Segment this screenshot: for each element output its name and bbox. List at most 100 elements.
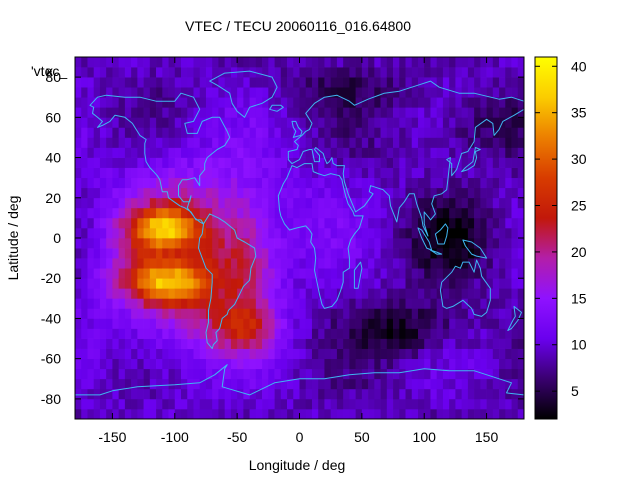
vtec-cell: [299, 117, 307, 128]
vtec-cell: [405, 217, 413, 229]
vtec-cell: [174, 177, 182, 189]
vtec-cell: [399, 288, 406, 299]
vtec-cell: [305, 127, 313, 138]
vtec-cell: [417, 308, 425, 319]
vtec-cell: [474, 147, 481, 158]
vtec-cell: [499, 398, 506, 410]
legend-entry-label: 'vtec_: [31, 63, 67, 79]
vtec-cell: [181, 328, 188, 339]
vtec-cell: [442, 328, 450, 339]
vtec-cell: [112, 348, 120, 360]
vtec-cell: [455, 238, 462, 249]
vtec-cell: [417, 258, 425, 269]
vtec-cell: [174, 338, 182, 349]
vtec-cell: [492, 97, 500, 108]
vtec-cell: [112, 378, 120, 390]
vtec-cell: [81, 57, 88, 68]
vtec-cell: [224, 328, 232, 339]
vtec-cell: [174, 137, 182, 148]
vtec-cell: [449, 97, 456, 108]
vtec-cell: [149, 127, 157, 138]
vtec-cell: [436, 67, 444, 78]
vtec-cell: [181, 187, 188, 199]
vtec-cell: [93, 87, 101, 98]
vtec-cell: [212, 378, 219, 390]
vtec-cell: [174, 408, 182, 420]
vtec-cell: [467, 127, 475, 138]
vtec-cell: [361, 348, 369, 360]
vtec-cell: [112, 278, 120, 289]
vtec-cell: [287, 298, 294, 309]
vtec-cell: [349, 207, 356, 219]
vtec-cell: [380, 338, 388, 349]
vtec-cell: [187, 348, 194, 360]
vtec-cell: [237, 107, 244, 118]
vtec-cell: [137, 238, 144, 249]
vtec-cell: [268, 408, 275, 420]
vtec-cell: [480, 408, 487, 420]
vtec-cell: [517, 77, 525, 88]
vtec-cell: [268, 338, 275, 349]
vtec-cell: [131, 348, 138, 360]
vtec-cell: [112, 167, 120, 179]
vtec-cell: [430, 238, 438, 249]
vtec-cell: [311, 358, 319, 370]
vtec-cell: [255, 197, 263, 209]
vtec-cell: [237, 408, 244, 420]
vtec-cell: [112, 97, 120, 108]
vtec-cell: [268, 308, 275, 319]
vtec-cell: [168, 368, 176, 380]
vtec-cell: [193, 177, 201, 189]
vtec-cell: [99, 107, 107, 118]
vtec-cell: [480, 338, 487, 349]
vtec-cell: [311, 207, 319, 219]
vtec-cell: [492, 197, 500, 209]
vtec-cell: [411, 408, 419, 420]
vtec-cell: [442, 77, 450, 88]
vtec-cell: [349, 378, 356, 390]
vtec-cell: [93, 268, 101, 279]
vtec-cell: [318, 157, 325, 168]
vtec-cell: [336, 408, 344, 420]
vtec-cell: [81, 77, 88, 88]
vtec-cell: [131, 378, 138, 390]
vtec-cell: [430, 157, 438, 168]
vtec-cell: [156, 97, 163, 108]
vtec-cell: [511, 117, 519, 128]
vtec-cell: [112, 87, 120, 98]
vtec-cell: [106, 248, 113, 259]
vtec-cell: [474, 258, 481, 269]
vtec-cell: [405, 238, 413, 249]
vtec-cell: [349, 308, 356, 319]
vtec-cell: [149, 298, 157, 309]
vtec-cell: [280, 77, 288, 88]
y-tick-label: 40: [45, 150, 61, 166]
vtec-cell: [486, 67, 494, 78]
vtec-cell: [486, 358, 494, 370]
vtec-cell: [237, 308, 244, 319]
vtec-cell: [193, 167, 201, 179]
vtec-cell: [380, 167, 388, 179]
vtec-cell: [287, 408, 294, 420]
vtec-cell: [237, 97, 244, 108]
vtec-cell: [199, 137, 207, 148]
vtec-cell: [274, 127, 282, 138]
vtec-cell: [436, 348, 444, 360]
vtec-cell: [255, 207, 263, 219]
vtec-cell: [424, 147, 431, 158]
vtec-cell: [480, 57, 487, 68]
vtec-cell: [124, 408, 132, 420]
vtec-cell: [474, 227, 481, 239]
vtec-cell: [143, 248, 151, 259]
vtec-cell: [212, 177, 219, 189]
vtec-cell: [492, 388, 500, 400]
vtec-cell: [511, 227, 519, 239]
vtec-cell: [174, 358, 182, 370]
vtec-cell: [393, 207, 400, 219]
vtec-cell: [187, 398, 194, 410]
vtec-cell: [399, 278, 406, 289]
vtec-cell: [499, 258, 506, 269]
vtec-cell: [467, 278, 475, 289]
vtec-cell: [205, 378, 213, 390]
